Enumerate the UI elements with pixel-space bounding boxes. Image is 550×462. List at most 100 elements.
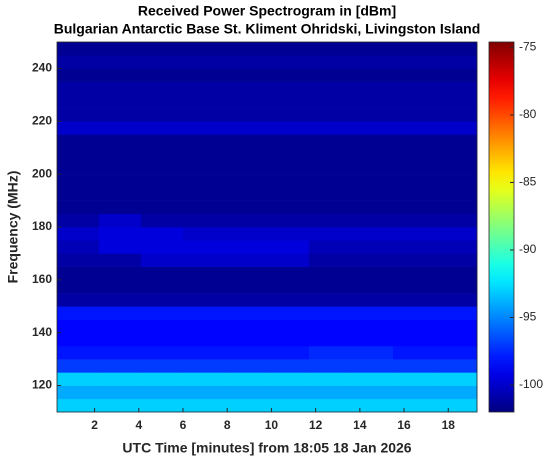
heatmap-cell <box>393 319 436 334</box>
heatmap-cell <box>99 279 142 294</box>
heatmap-cell <box>99 345 142 360</box>
heatmap-cell <box>435 147 478 162</box>
x-tick-label: 12 <box>309 418 323 432</box>
heatmap-cell <box>351 134 394 149</box>
chart-subtitle: Bulgarian Antarctic Base St. Kliment Ohr… <box>54 21 481 37</box>
heatmap-cell <box>393 160 436 175</box>
heatmap-cell <box>267 253 310 267</box>
x-tick-label: 2 <box>91 418 98 432</box>
heatmap-cell <box>99 372 142 386</box>
heatmap-cell <box>225 147 268 162</box>
heatmap-cell <box>267 42 310 56</box>
heatmap-cell <box>351 42 394 56</box>
heatmap-cell <box>141 94 184 109</box>
heatmap-cell <box>141 345 184 360</box>
heatmap-cell <box>225 121 268 135</box>
heatmap-cell <box>183 147 226 162</box>
heatmap <box>57 42 478 413</box>
heatmap-cell <box>183 332 226 347</box>
heatmap-cell <box>309 253 352 267</box>
heatmap-cell <box>183 319 226 334</box>
heatmap-cell <box>225 187 268 201</box>
heatmap-cell <box>435 279 478 294</box>
heatmap-cell <box>141 332 184 347</box>
heatmap-cell <box>57 68 100 82</box>
heatmap-cell <box>267 160 310 175</box>
heatmap-cell <box>267 398 310 413</box>
heatmap-cell <box>267 293 310 307</box>
heatmap-cell <box>183 121 226 135</box>
heatmap-cell <box>309 213 352 228</box>
heatmap-cell <box>435 174 478 188</box>
heatmap-cell <box>309 359 352 373</box>
heatmap-cell <box>393 147 436 162</box>
heatmap-cell <box>393 174 436 188</box>
colorbar-tick-label: -80 <box>519 107 537 121</box>
heatmap-cell <box>267 108 310 122</box>
heatmap-cell <box>225 372 268 386</box>
heatmap-cell <box>57 345 100 360</box>
heatmap-cell <box>351 345 394 360</box>
heatmap-cell <box>57 134 100 149</box>
heatmap-cell <box>57 266 100 281</box>
heatmap-cell <box>183 94 226 109</box>
x-tick-label: 14 <box>353 418 367 432</box>
heatmap-cell <box>99 398 142 413</box>
x-tick-label: 6 <box>180 418 187 432</box>
heatmap-cell <box>183 227 226 241</box>
heatmap-cell <box>351 319 394 334</box>
heatmap-cell <box>183 253 226 267</box>
heatmap-cell <box>225 359 268 373</box>
heatmap-cell <box>183 240 226 254</box>
heatmap-cell <box>351 253 394 267</box>
heatmap-cell <box>99 240 142 254</box>
heatmap-cell <box>141 147 184 162</box>
heatmap-cell <box>99 306 142 320</box>
heatmap-cell <box>435 42 478 56</box>
heatmap-cell <box>393 345 436 360</box>
heatmap-cell <box>435 55 478 69</box>
heatmap-cell <box>393 372 436 386</box>
colorbar <box>488 41 515 413</box>
heatmap-cell <box>225 108 268 122</box>
heatmap-cell <box>267 372 310 386</box>
heatmap-cell <box>435 306 478 320</box>
heatmap-cell <box>267 332 310 347</box>
heatmap-cell <box>309 293 352 307</box>
heatmap-cell <box>57 306 100 320</box>
heatmap-cell <box>183 385 226 400</box>
heatmap-cell <box>393 187 436 201</box>
heatmap-cell <box>393 306 436 320</box>
heatmap-cell <box>57 227 100 241</box>
heatmap-cell <box>393 213 436 228</box>
heatmap-cell <box>309 134 352 149</box>
heatmap-cell <box>267 240 310 254</box>
heatmap-cell <box>57 293 100 307</box>
x-tick-label: 18 <box>442 418 456 432</box>
heatmap-cell <box>99 187 142 201</box>
heatmap-cell <box>351 108 394 122</box>
heatmap-cell <box>267 359 310 373</box>
heatmap-cell <box>351 359 394 373</box>
heatmap-cell <box>393 121 436 135</box>
heatmap-cell <box>57 279 100 294</box>
heatmap-cell <box>141 306 184 320</box>
heatmap-cell <box>57 253 100 267</box>
heatmap-cell <box>393 266 436 281</box>
heatmap-cell <box>225 68 268 82</box>
heatmap-cell <box>435 319 478 334</box>
heatmap-cell <box>267 81 310 96</box>
x-axis-label: UTC Time [minutes] from 18:05 18 Jan 202… <box>122 440 411 456</box>
heatmap-cell <box>57 398 100 413</box>
heatmap-cell <box>309 55 352 69</box>
heatmap-cell <box>309 372 352 386</box>
heatmap-cell <box>393 42 436 56</box>
heatmap-cell <box>351 332 394 347</box>
heatmap-cell <box>351 174 394 188</box>
heatmap-cell <box>141 253 184 267</box>
heatmap-cell <box>351 160 394 175</box>
heatmap-cell <box>183 174 226 188</box>
heatmap-cell <box>99 68 142 82</box>
colorbar-tick-label: -85 <box>519 175 537 189</box>
heatmap-cell <box>267 68 310 82</box>
